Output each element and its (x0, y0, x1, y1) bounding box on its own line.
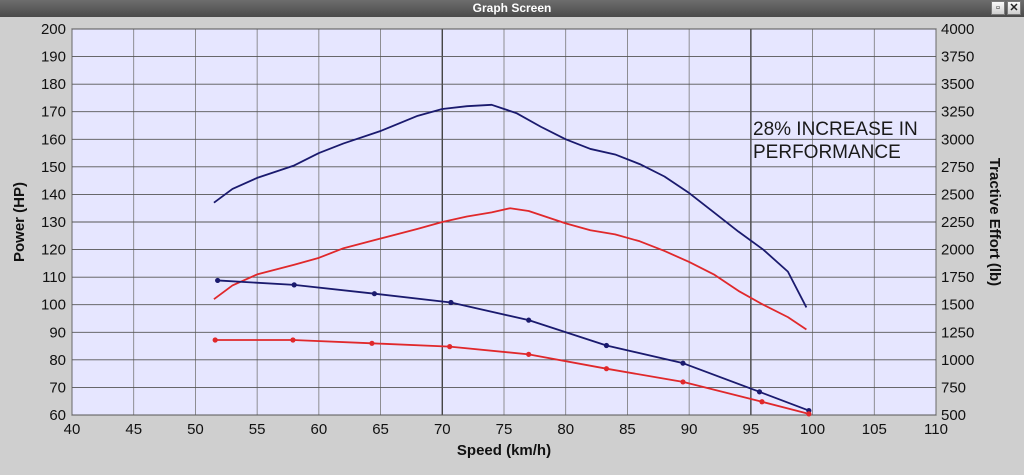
y-tick-label: 80 (49, 352, 66, 369)
y-tick-label: 120 (41, 242, 66, 259)
x-tick-labels: 40 45 50 55 60 65 70 75 80 85 90 95 100 105 110 (64, 421, 948, 438)
x-tick-label: 45 (125, 421, 142, 438)
data-point (215, 277, 221, 284)
y2-tick-label: 1500 (941, 297, 974, 314)
data-point (447, 344, 453, 350)
data-point (371, 291, 377, 297)
y2-tick-label: 750 (941, 379, 966, 396)
y-tick-label: 110 (42, 269, 66, 286)
data-point (448, 299, 454, 306)
data-point (756, 389, 763, 395)
data-point (806, 411, 812, 417)
y-tick-labels: 60 70 80 90 100 110 120 130 140 150 160 170 180 190 20… (41, 21, 66, 424)
annotation-line-2: PERFORMANCE (753, 142, 901, 163)
data-point (291, 282, 297, 288)
x-tick-label: 110 (924, 421, 948, 438)
data-point (212, 337, 218, 343)
y2-tick-label: 500 (941, 407, 966, 424)
y-tick-label: 170 (41, 104, 66, 121)
y-tick-label: 190 (41, 49, 66, 66)
grid (71, 28, 937, 416)
series-line-1 (213, 103, 808, 308)
y2-tick-label: 2500 (941, 186, 974, 203)
restore-button[interactable]: ▫ (991, 1, 1005, 15)
y2-tick-label: 2750 (941, 159, 974, 176)
data-point (680, 379, 686, 385)
y2-tick-label: 3000 (941, 131, 974, 148)
title-bar: Graph Screen ▫ ✕ (0, 0, 1024, 17)
x-tick-label: 100 (800, 421, 825, 438)
y-tick-label: 70 (49, 379, 66, 396)
y-tick-label: 200 (41, 21, 66, 38)
x-tick-label: 50 (187, 421, 204, 438)
x-tick-label: 75 (496, 421, 513, 438)
x-tick-label: 80 (557, 421, 574, 438)
data-point (526, 317, 532, 323)
x-tick-label: 70 (434, 421, 451, 438)
x-tick-label: 95 (743, 421, 760, 438)
y2-axis-title: Tractive Effort (lb) (986, 158, 1003, 286)
data-point (759, 399, 765, 405)
y-tick-label: 140 (41, 186, 66, 203)
x-tick-label: 65 (372, 421, 389, 438)
y2-tick-label: 2250 (941, 214, 974, 231)
y-tick-label: 150 (41, 159, 66, 176)
x-tick-label: 60 (311, 421, 328, 438)
y2-tick-label: 3750 (941, 49, 974, 66)
y2-tick-labels: 500 750 1000 1250 1500 1750 2000 2250 2500 2750 30… (941, 21, 974, 424)
y-tick-label: 90 (49, 324, 66, 341)
x-tick-label: 85 (619, 421, 636, 438)
data-point (369, 340, 375, 346)
data-point (603, 342, 610, 349)
x-axis-title: Speed (km/h) (457, 442, 551, 459)
y2-tick-label: 1000 (941, 352, 974, 369)
y2-tick-label: 2000 (941, 242, 974, 259)
data-point (603, 366, 610, 372)
window-title: Graph Screen (472, 1, 552, 15)
close-button[interactable]: ✕ (1007, 1, 1021, 15)
y-tick-label: 100 (41, 297, 66, 314)
x-tick-label: 90 (681, 421, 698, 438)
y-tick-label: 180 (41, 76, 66, 93)
y2-tick-label: 1250 (941, 324, 974, 341)
series-line-2 (213, 207, 807, 331)
annotation-line-1: 28% INCREASE IN (753, 119, 918, 140)
data-point (680, 360, 686, 366)
x-tick-label: 55 (249, 421, 266, 438)
data-point (290, 337, 296, 343)
y2-tick-label: 1750 (941, 269, 974, 286)
y2-tick-label: 4000 (941, 21, 974, 38)
data-point (526, 351, 532, 357)
y2-tick-label: 3250 (941, 104, 974, 121)
y-tick-label: 130 (41, 214, 66, 231)
y2-tick-label: 3500 (941, 76, 974, 93)
series-layer (212, 103, 812, 417)
y-tick-label: 60 (49, 407, 66, 424)
x-tick-label: 105 (862, 421, 887, 438)
y-tick-label: 160 (41, 131, 66, 148)
y-axis-title: Power (HP) (11, 182, 28, 262)
x-tick-label: 40 (64, 421, 81, 438)
chart: 40 45 50 55 60 65 70 75 80 85 90 95 100 105 110 60 70 80… (11, 21, 1003, 459)
